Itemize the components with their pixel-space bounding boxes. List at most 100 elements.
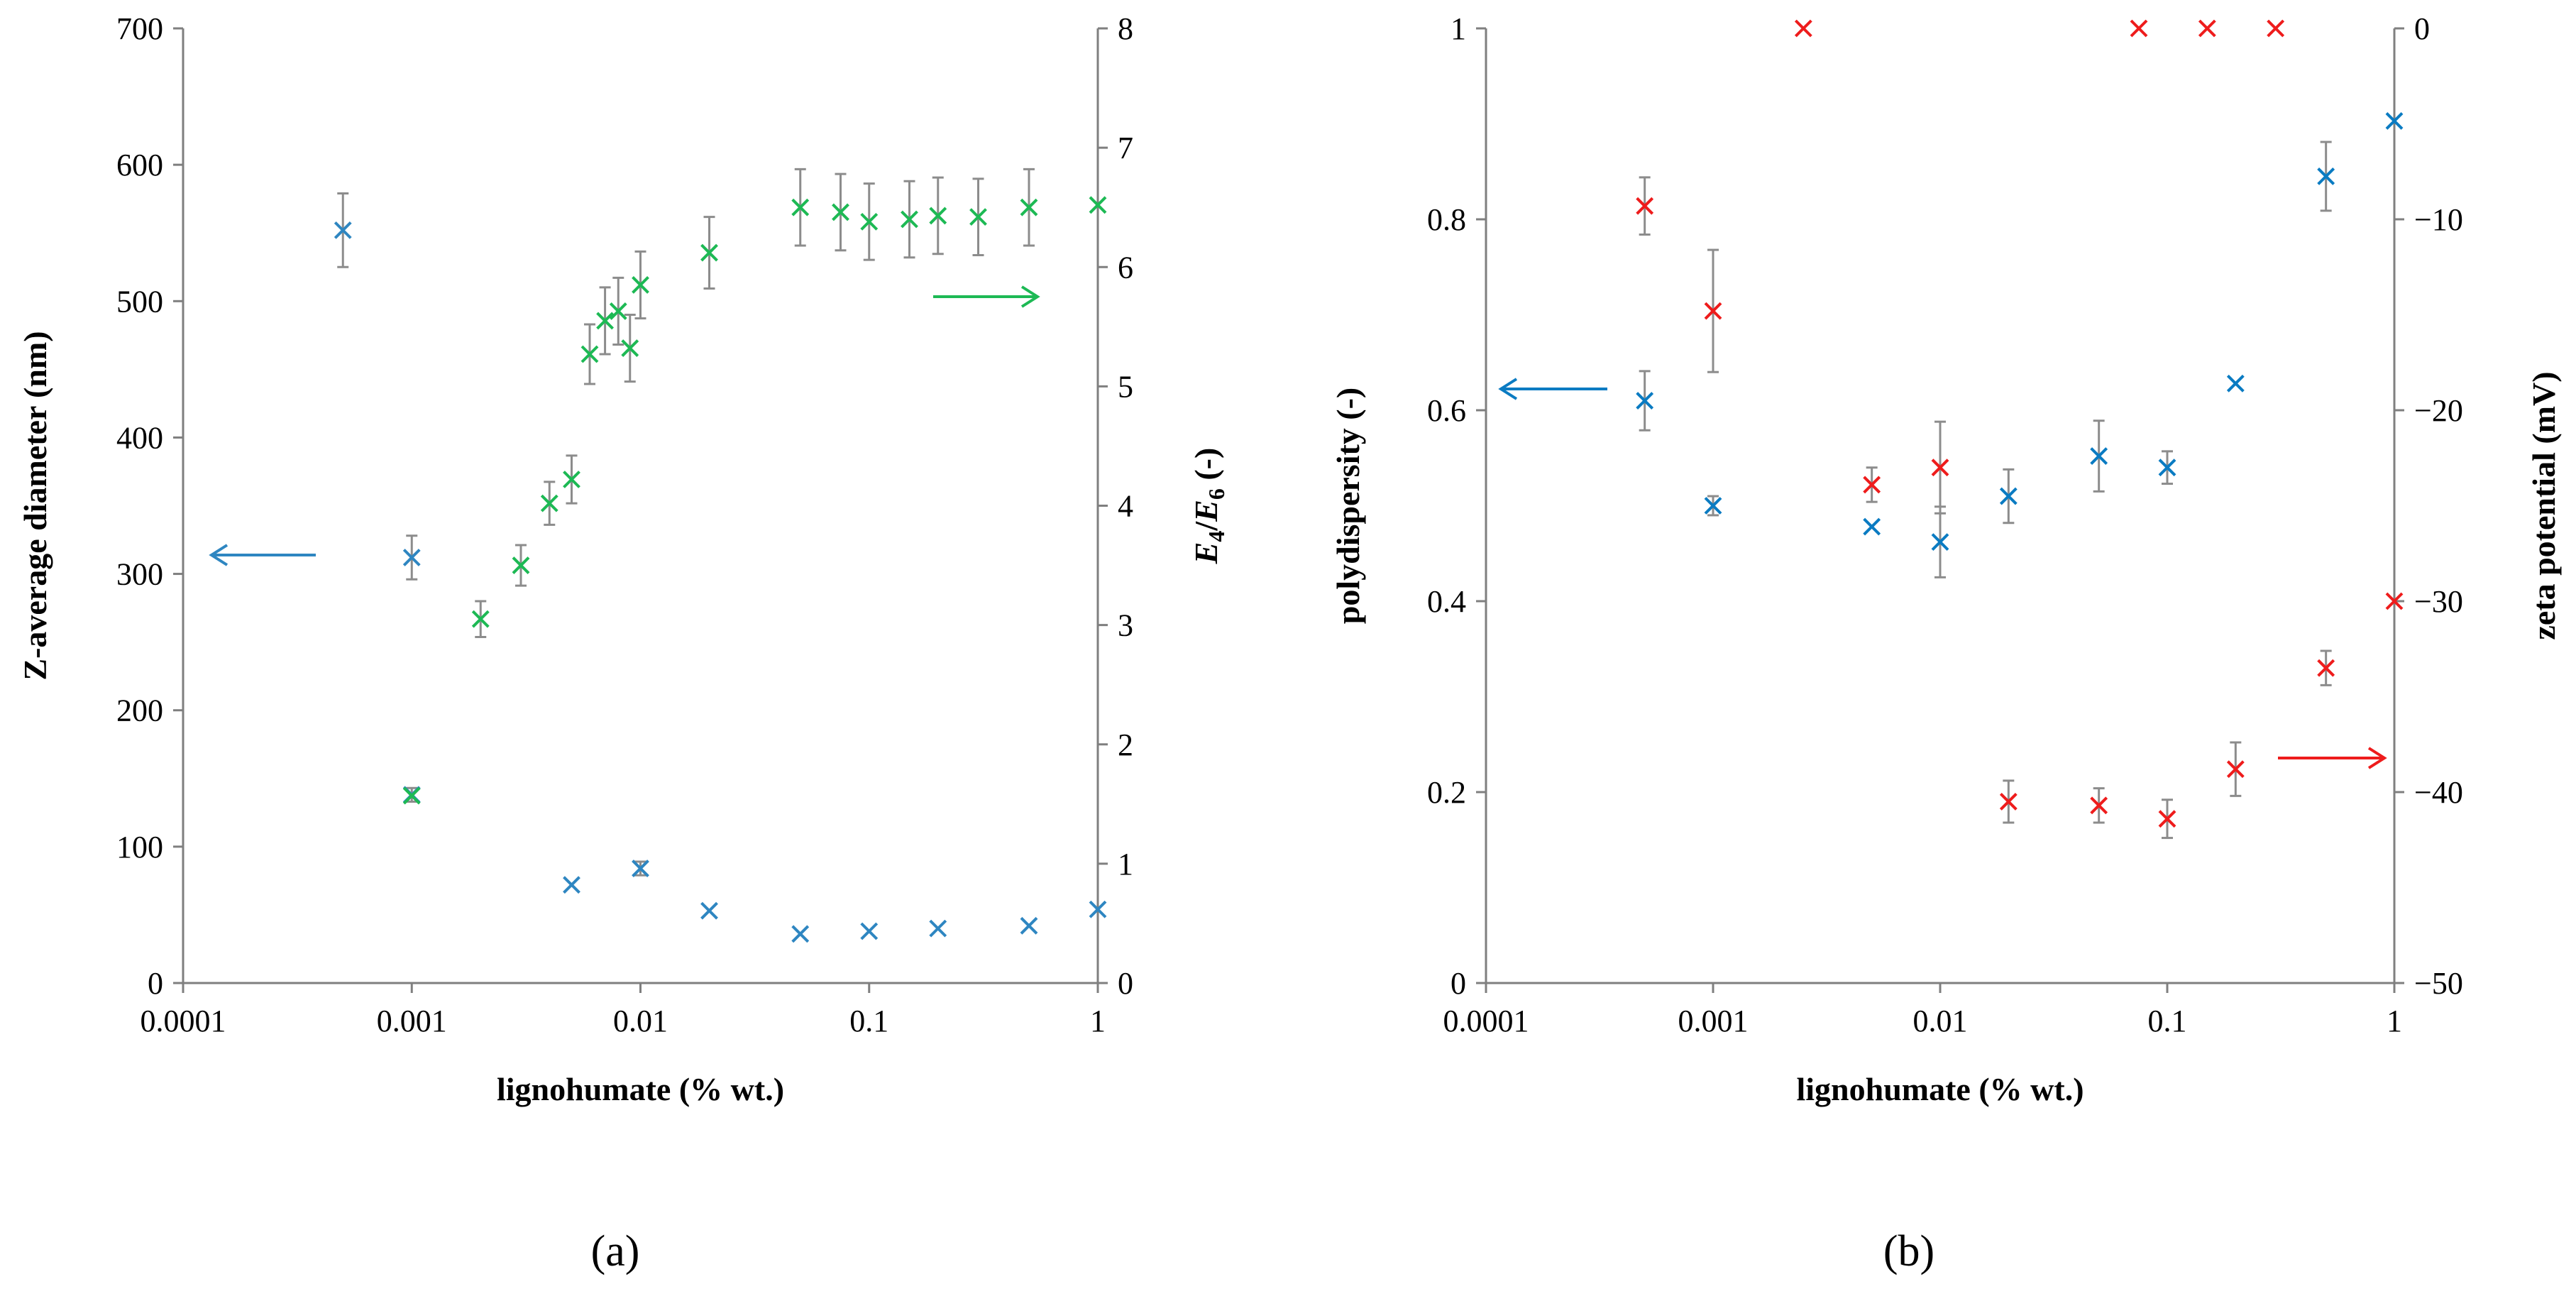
x-axis-title: lignohumate (% wt.): [1796, 1071, 2084, 1107]
data-point: [1020, 198, 1038, 216]
data-point: [700, 901, 718, 920]
y2-tick-label: 6: [1118, 250, 1133, 285]
data-point: [969, 208, 987, 226]
data-point: [2385, 592, 2404, 610]
data-point: [1636, 197, 1654, 215]
data-point: [1931, 533, 1949, 551]
data-point: [2158, 810, 2176, 828]
data-point: [929, 919, 947, 938]
y2-axis-title-part: (-): [1188, 448, 1224, 488]
data-point: [1089, 196, 1107, 214]
y2-tick-label: 2: [1118, 728, 1133, 762]
data-point: [1999, 487, 2018, 505]
data-point: [563, 876, 580, 894]
y-tick-label: 300: [116, 557, 163, 592]
data-point: [563, 471, 580, 488]
y-tick-label: 0: [1451, 966, 1466, 1001]
y2-tick-label: −10: [2414, 202, 2463, 237]
y2-axis-title-part: /: [1188, 521, 1224, 532]
y2-tick-label: −20: [2414, 393, 2463, 428]
data-point: [334, 221, 352, 239]
y-tick-label: 500: [116, 284, 163, 319]
data-point: [860, 212, 879, 231]
y2-axis-title: E4/E6 (-): [1188, 448, 1229, 565]
data-point: [512, 556, 530, 574]
data-point: [700, 243, 718, 262]
y2-tick-label: 5: [1118, 369, 1133, 404]
data-point: [402, 549, 421, 566]
y-tick-label: 600: [116, 148, 163, 182]
data-point: [1020, 916, 1038, 935]
data-point: [860, 922, 879, 940]
y2-tick-label: 7: [1118, 131, 1133, 165]
y-axis-title: polydispersity (-): [1330, 388, 1366, 625]
y2-tick-label: 8: [1118, 11, 1133, 46]
data-point: [1089, 900, 1107, 918]
data-point: [580, 345, 599, 363]
data-point: [791, 198, 810, 216]
data-point: [1931, 459, 1949, 477]
x-tick-label: 0.01: [613, 1004, 668, 1038]
data-point: [471, 610, 490, 628]
data-point: [1704, 302, 1722, 320]
y2-axis-title-part: 6: [1204, 488, 1229, 500]
data-point: [596, 312, 614, 330]
data-point: [2130, 19, 2148, 38]
y-tick-label: 200: [116, 693, 163, 728]
y2-tick-label: 0: [2414, 11, 2430, 46]
y2-tick-label: −40: [2414, 775, 2463, 810]
panel-label-b: (b): [1883, 1227, 1934, 1275]
data-point: [1636, 392, 1654, 410]
y2-axis-title-part: 4: [1204, 531, 1229, 542]
y2-tick-label: 0: [1118, 966, 1133, 1001]
data-point: [791, 925, 810, 943]
y2-tick-label: 3: [1118, 608, 1133, 643]
y2-axis-title-part: E: [1188, 542, 1224, 565]
y2-tick-label: 4: [1118, 489, 1133, 524]
data-point: [2317, 659, 2335, 677]
y2-tick-label: −30: [2414, 584, 2463, 619]
annotation-arrowhead-right: [2367, 747, 2387, 769]
x-tick-label: 0.01: [1913, 1004, 1968, 1038]
chart-panel-b: 0.0001 0.001 0.01 0.1 1 0 0.2 0.4 0.6 0.8 1 −50 −40 −…: [1330, 11, 2562, 1107]
x-tick-label: 0.001: [377, 1004, 447, 1038]
annotation-arrowhead-right: [1020, 285, 1040, 308]
data-point: [1863, 517, 1881, 536]
x-tick-label: 0.001: [1678, 1004, 1749, 1038]
y-tick-label: 0.2: [1427, 775, 1466, 810]
data-point: [2317, 168, 2335, 185]
data-point: [2226, 374, 2245, 393]
y-tick-label: 0.6: [1427, 393, 1466, 428]
y-tick-label: 700: [116, 11, 163, 46]
x-tick-label: 1: [2387, 1004, 2402, 1038]
data-point: [2226, 760, 2245, 779]
y-tick-label: 0.4: [1427, 584, 1466, 619]
data-point: [2267, 19, 2285, 38]
y2-axis-title-part: E: [1188, 500, 1224, 522]
x-tick-label: 0.1: [2148, 1004, 2187, 1038]
data-point: [540, 494, 558, 512]
annotation-arrowhead-left: [209, 544, 229, 566]
x-tick-label: 0.1: [849, 1004, 888, 1038]
y-tick-label: 400: [116, 420, 163, 455]
data-point: [2198, 19, 2216, 38]
data-point: [609, 302, 627, 320]
data-point: [2385, 112, 2404, 130]
y-tick-label: 0: [148, 966, 163, 1001]
data-point: [621, 339, 639, 357]
data-point: [1999, 793, 2018, 811]
data-point: [632, 860, 649, 878]
chart-panel-a: 0.0001 0.001 0.01 0.1 1010020030040050060070…: [17, 11, 1229, 1107]
x-axis-title: lignohumate (% wt.): [497, 1071, 784, 1107]
y2-axis-title: zeta potential (mV): [2526, 371, 2562, 639]
y-tick-label: 100: [116, 830, 163, 864]
y2-tick-label: 1: [1118, 847, 1133, 882]
x-tick-label: 0.0001: [141, 1004, 226, 1038]
y2-tick-label: −50: [2414, 966, 2463, 1001]
data-point: [901, 210, 918, 229]
y-tick-label: 0.8: [1427, 202, 1466, 237]
data-point: [2158, 459, 2176, 477]
y-tick-label: 1: [1451, 11, 1466, 46]
x-tick-label: 1: [1090, 1004, 1106, 1038]
